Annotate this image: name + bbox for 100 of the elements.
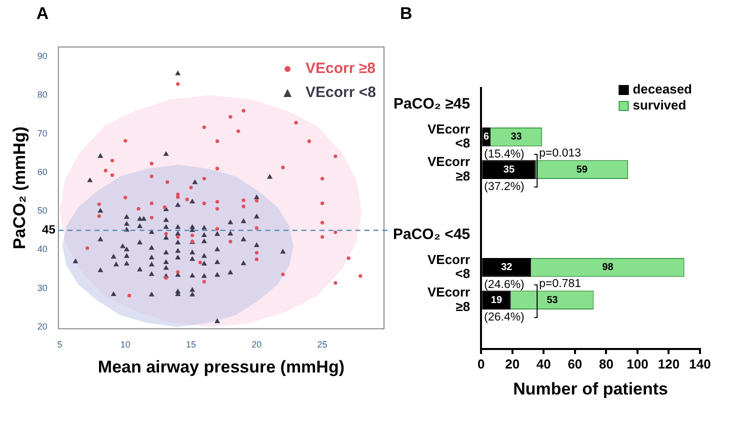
point: [215, 227, 220, 231]
point: [190, 234, 194, 238]
x-tick-label: 10: [120, 340, 130, 350]
y-tick-label: 70: [37, 128, 48, 138]
legend-label: VEcorr <8: [306, 84, 376, 102]
annotation: (37.2%): [484, 181, 525, 194]
point: [242, 198, 246, 202]
point: [164, 276, 168, 280]
x-tick-label: 15: [186, 340, 196, 350]
point: [228, 240, 232, 244]
point: [215, 200, 220, 204]
point: [124, 139, 128, 143]
point: [202, 202, 206, 206]
point: [202, 176, 206, 180]
annotation: p=0.781: [539, 278, 582, 290]
y-tick-label: VEcorr <8: [427, 252, 470, 282]
y-tick-label: PaCO₂ ≥45: [394, 95, 470, 112]
y-tick-label: 20: [37, 321, 48, 332]
ref-line-label: 45: [42, 222, 56, 237]
point: [334, 154, 338, 158]
y-tick-label: 90: [37, 51, 48, 62]
point: [254, 250, 258, 255]
x-tick-label: 100: [626, 356, 648, 372]
point: [254, 198, 258, 202]
y-tick-label: 40: [37, 244, 48, 254]
point: [110, 173, 114, 177]
point: [320, 220, 324, 224]
point: [185, 198, 189, 202]
point: [320, 176, 324, 180]
chart-title: B: [400, 4, 412, 24]
x-axis-title: Number of patients: [513, 379, 668, 398]
point: [124, 196, 128, 200]
y-tick-label: VEcorr ≥8: [427, 154, 470, 184]
point: [97, 202, 101, 206]
point: [176, 235, 180, 239]
point: [215, 166, 220, 170]
x-tick-label: 0: [478, 356, 485, 372]
point: [334, 281, 338, 285]
point: [150, 162, 154, 166]
y-tick-label: VEcorr <8: [427, 121, 470, 151]
point: [189, 186, 193, 190]
annotation: p=0.013: [539, 148, 582, 160]
point: [334, 230, 338, 234]
annotation: (26.4%): [484, 312, 525, 324]
y-axis-title: PaCO₂ (mmHg): [10, 126, 29, 250]
point: [320, 202, 324, 206]
point: [166, 180, 170, 184]
point: [97, 214, 101, 218]
point: [202, 280, 206, 284]
chart-title: A: [36, 4, 49, 24]
data-label: 35: [503, 164, 515, 176]
legend-label: VEcorr ≥8: [306, 60, 376, 78]
point: [358, 274, 362, 278]
point: [198, 260, 202, 264]
x-axis-title: Mean airway pressure (mmHg): [98, 357, 344, 376]
y-tick-label: 30: [37, 282, 48, 293]
x-tick-label: 25: [317, 340, 328, 350]
data-label: 6: [484, 132, 490, 143]
x-tick-label: 20: [505, 356, 520, 372]
data-label: 98: [602, 262, 614, 274]
legend-label: deceased: [632, 82, 692, 97]
data-label: 53: [546, 294, 558, 306]
x-tick-label: 120: [658, 356, 680, 372]
point: [242, 204, 246, 208]
point: [228, 115, 232, 119]
point: [307, 139, 311, 143]
point: [281, 272, 285, 276]
x-tick-label: 60: [568, 356, 582, 372]
point: [164, 232, 168, 236]
point: [320, 235, 324, 239]
point: [110, 158, 114, 162]
point: [176, 270, 180, 274]
point: [150, 216, 154, 220]
point: [242, 108, 246, 112]
point: [254, 226, 258, 230]
point: [85, 246, 90, 250]
annotation: (15.4%): [484, 148, 525, 161]
y-tick-label: 60: [37, 166, 48, 177]
y-tick-label: 50: [37, 206, 48, 216]
y-tick-label: PaCO₂ <45: [393, 226, 470, 243]
x-tick-label: 5: [57, 340, 62, 350]
y-tick-label: 80: [37, 90, 48, 100]
point: [294, 120, 298, 124]
point: [281, 166, 285, 170]
data-label: 33: [510, 132, 522, 143]
point: [128, 294, 132, 298]
annotation: (24.6%): [484, 279, 525, 292]
point: [254, 258, 258, 262]
x-tick-label: 40: [536, 356, 551, 372]
point: [215, 139, 220, 143]
point: [176, 82, 180, 86]
data-label: 19: [490, 294, 502, 306]
point: [136, 206, 140, 211]
point: [202, 125, 206, 130]
point: [150, 174, 154, 178]
legend-label: survived: [632, 98, 686, 113]
x-tick-label: 80: [598, 356, 614, 372]
point: [176, 195, 180, 199]
point: [150, 202, 154, 206]
point: [236, 129, 240, 133]
